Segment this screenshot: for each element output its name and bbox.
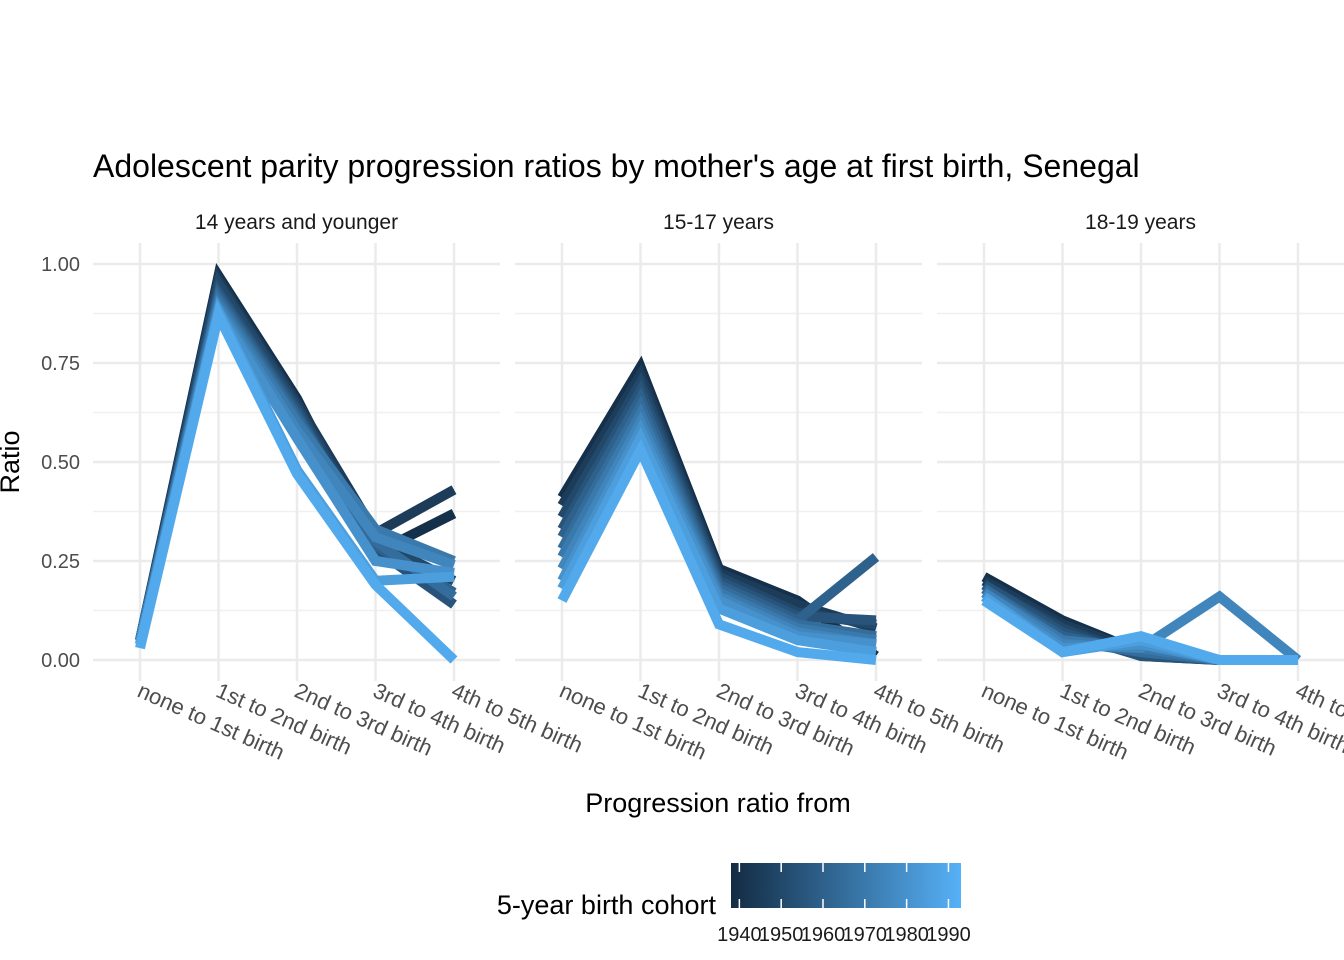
y-tick-label: 1.00	[41, 254, 80, 276]
series-line	[981, 596, 1298, 665]
legend-tick-label: 1960	[801, 924, 846, 946]
legend-tick-label: 1990	[926, 924, 971, 946]
legend-title: 5-year birth cohort	[497, 890, 717, 920]
y-tick-label: 0.00	[41, 650, 80, 672]
facet-strip-label: 18-19 years	[1085, 211, 1196, 234]
series-line	[557, 426, 877, 658]
y-tick-label: 0.75	[41, 353, 80, 375]
legend-colorbar	[731, 863, 961, 908]
y-axis-title: Ratio	[0, 430, 25, 493]
y-tick-label: 0.25	[41, 551, 80, 573]
legend-tick-label: 1940	[717, 924, 762, 946]
legend-tick-label: 1970	[843, 924, 888, 946]
facet-strip-label: 14 years and younger	[195, 211, 398, 234]
facet-strip-label: 15-17 years	[663, 211, 774, 234]
legend: 5-year birth cohort 19401950196019701980…	[497, 863, 971, 946]
chart-title: Adolescent parity progression ratios by …	[93, 148, 1140, 184]
y-tick-label: 0.50	[41, 452, 80, 474]
legend-tick-label: 1950	[759, 924, 804, 946]
series-line	[557, 438, 877, 665]
x-axis-title: Progression ratio from	[585, 788, 851, 818]
series-line	[135, 300, 458, 664]
legend-tick-label: 1980	[884, 924, 929, 946]
